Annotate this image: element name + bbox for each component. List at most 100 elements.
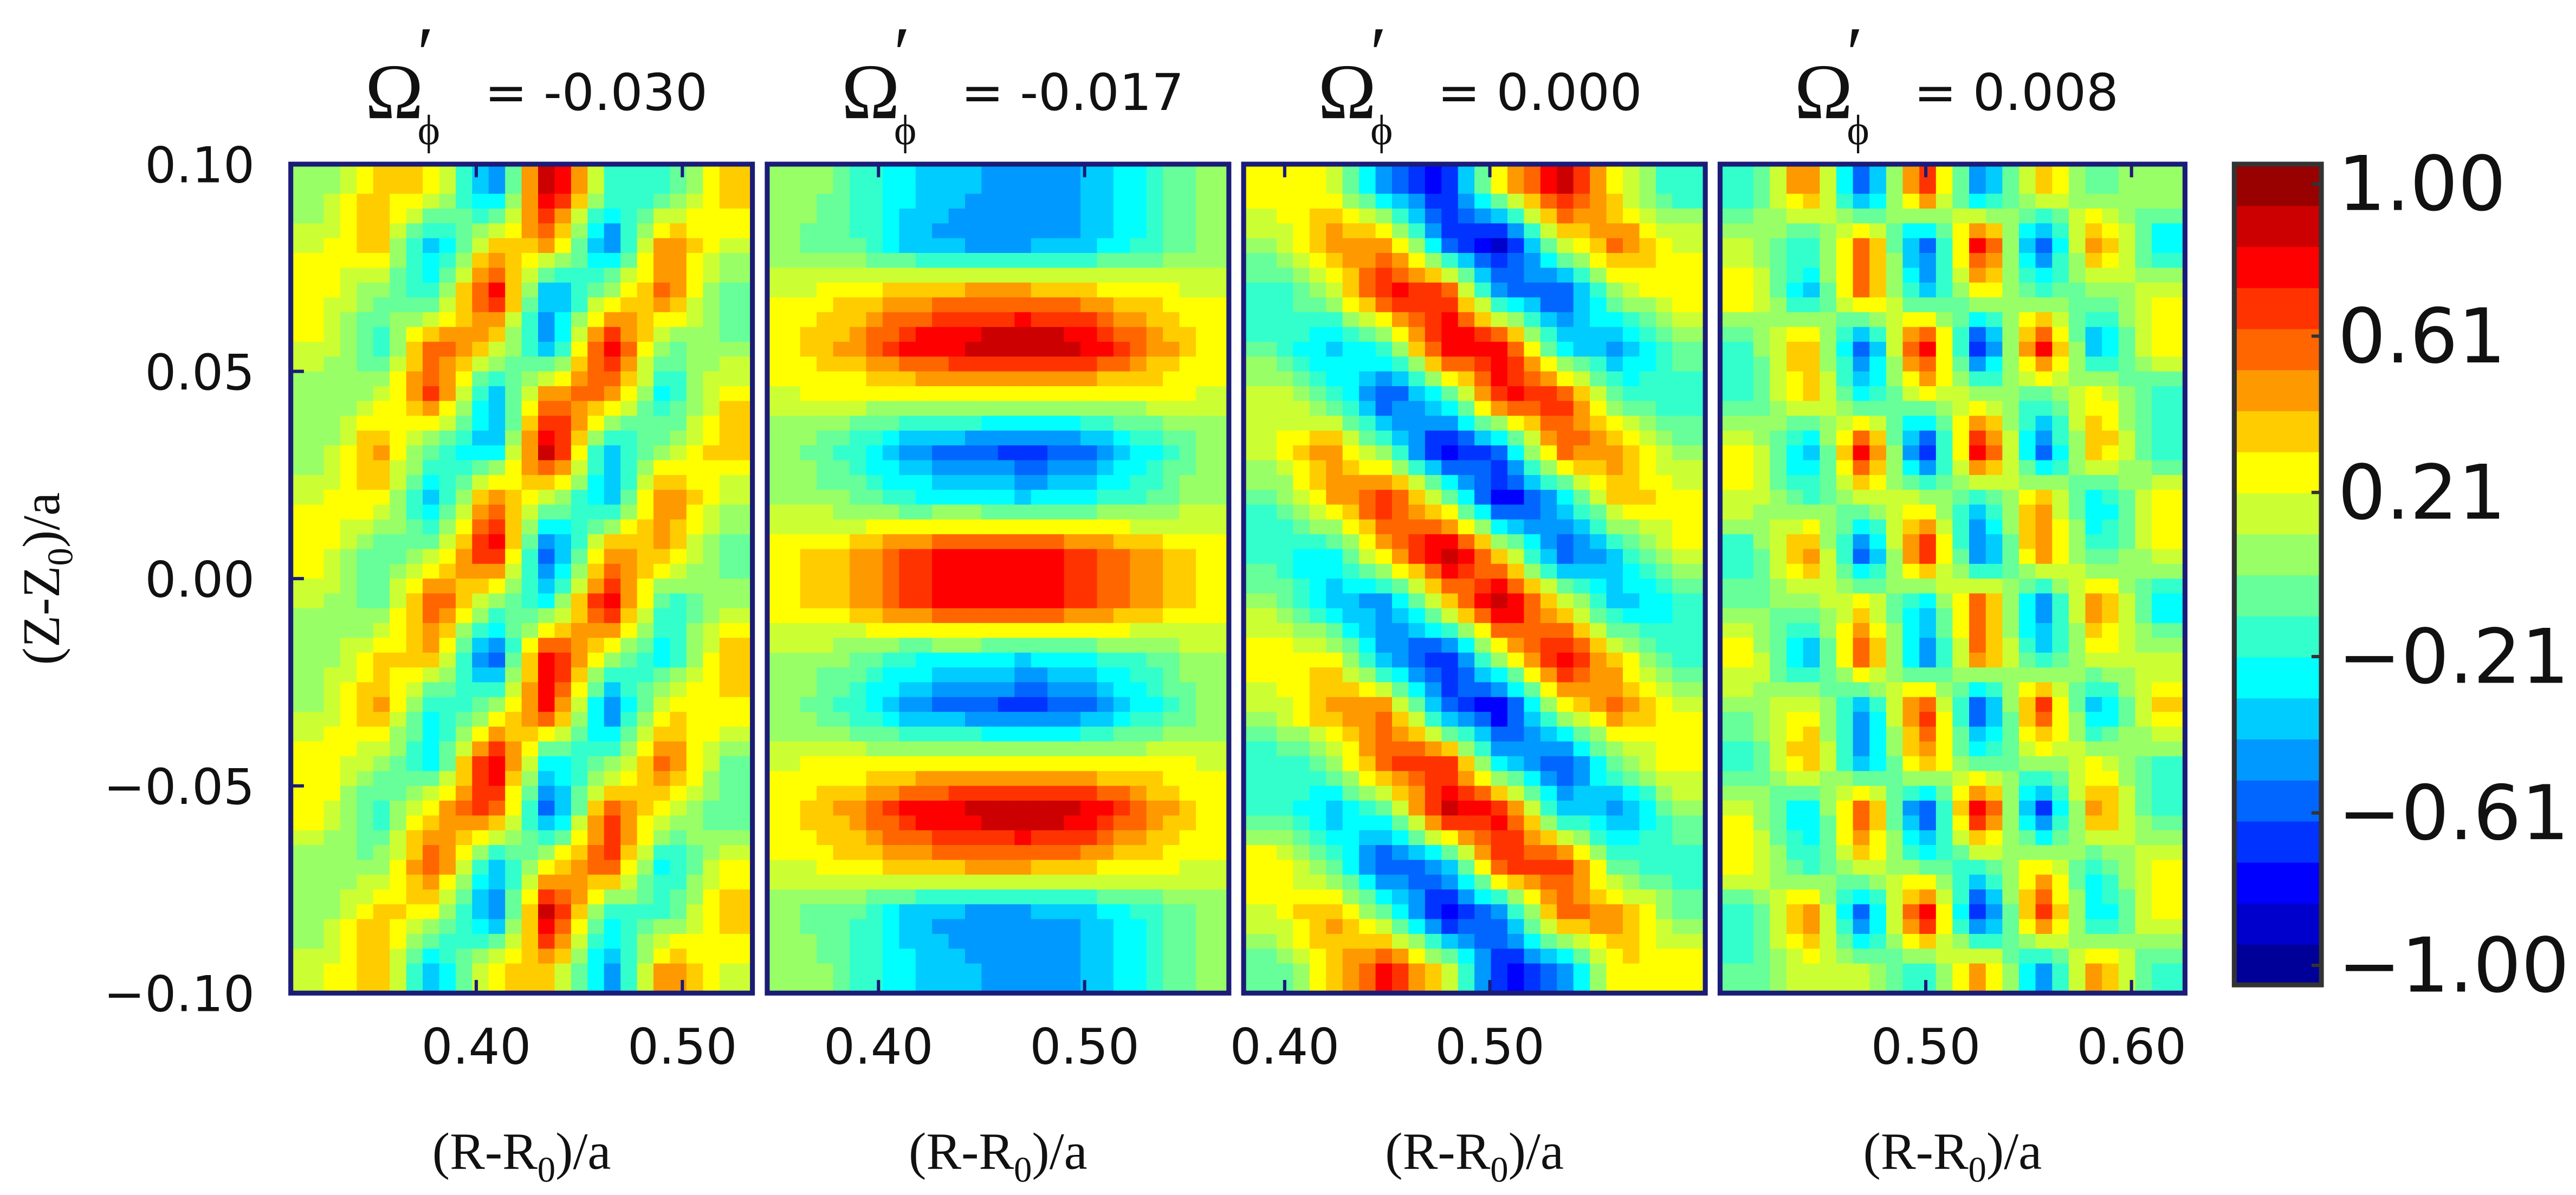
contour-cell [784,549,801,565]
contour-cell [323,652,341,668]
contour-cell [1507,179,1525,195]
contour-cell [1309,341,1328,358]
contour-cell [998,579,1016,595]
contour-cell [1146,282,1164,298]
contour-cell [1146,904,1164,920]
contour-cell [932,771,950,787]
contour-cell [637,268,655,284]
contour-cell [1031,534,1048,550]
contour-cell [637,933,655,950]
contour-cell [307,667,325,684]
contour-cell [686,534,704,550]
contour-cell [1014,252,1032,269]
contour-cell [866,209,884,225]
contour-cell [1047,252,1065,269]
contour-cell [800,209,818,225]
contour-cell [1293,815,1311,832]
contour-cell [833,682,851,698]
contour-cell [1672,534,1690,550]
contour-cell [948,252,966,269]
contour-cell [1097,490,1115,506]
contour-cell [538,860,556,876]
contour-cell [1179,563,1197,580]
contour-cell [948,268,966,284]
contour-cell [1014,830,1032,846]
contour-cell [998,963,1016,979]
contour-cell [1590,460,1608,476]
contour-cell [1753,889,1771,906]
contour-cell [488,933,507,950]
contour-cell [1342,238,1360,254]
contour-cell [323,460,341,476]
contour-cell [472,623,490,639]
contour-cell [406,608,424,624]
contour-cell [1507,697,1525,713]
contour-cell [1130,282,1148,298]
contour-cell [998,771,1016,787]
contour-cell [1195,415,1214,432]
contour-cell [554,771,572,787]
contour-cell [488,682,507,698]
contour-cell [784,638,801,654]
contour-cell [866,252,884,269]
contour-cell [719,549,737,565]
contour-cell [784,860,801,876]
contour-cell [373,682,391,698]
contour-cell [1425,697,1443,713]
contour-cell [587,904,605,920]
contour-cell [800,549,818,565]
contour-cell [406,697,424,713]
contour-cell [1031,268,1048,284]
contour-cell [1474,904,1492,920]
contour-cell [323,282,341,298]
contour-cell [1179,356,1197,373]
contour-cell [1080,949,1098,965]
contour-cell [455,504,474,521]
contour-cell [1753,904,1771,920]
contour-cell [357,697,374,713]
contour-cell [800,282,818,298]
contour-cell [1408,386,1426,402]
contour-cell [915,312,933,328]
contour-cell [1146,490,1164,506]
contour-cell [587,223,605,239]
contour-cell [323,401,341,417]
contour-cell [1606,860,1624,876]
contour-cell [1195,371,1214,387]
contour-cell [1737,356,1755,373]
contour-cell [406,741,424,757]
contour-cell [866,771,884,787]
contour-cell [1622,933,1641,950]
contour-cell [1557,475,1575,491]
contour-cell [1540,164,1558,180]
contour-cell [472,830,490,846]
contour-cell [1146,593,1164,609]
contour-cell [719,845,737,861]
contour-cell [1590,712,1608,728]
contour-cell [571,563,589,580]
contour-cell [686,756,704,772]
contour-cell [1342,563,1360,580]
contour-cell [670,209,688,225]
contour-cell [817,874,834,891]
contour-cell [1293,874,1311,891]
contour-cell [554,445,572,462]
contour-cell [554,919,572,935]
x-label-subscript: 0 [1014,1151,1032,1190]
contour-cell [472,445,490,462]
contour-cell [505,682,523,698]
contour-cell [1031,490,1048,506]
contour-cell [1113,949,1131,965]
contour-cell [472,756,490,772]
contour-cell [719,815,737,832]
contour-cell [340,963,358,979]
contour-cell [767,312,785,328]
contour-cell [554,504,572,521]
contour-cell [866,963,884,979]
contour-cell [1342,223,1360,239]
contour-cell [1770,445,1788,462]
contour-cell [833,386,851,402]
contour-cell [932,475,950,491]
contour-cell [390,623,407,639]
contour-cell [998,252,1016,269]
